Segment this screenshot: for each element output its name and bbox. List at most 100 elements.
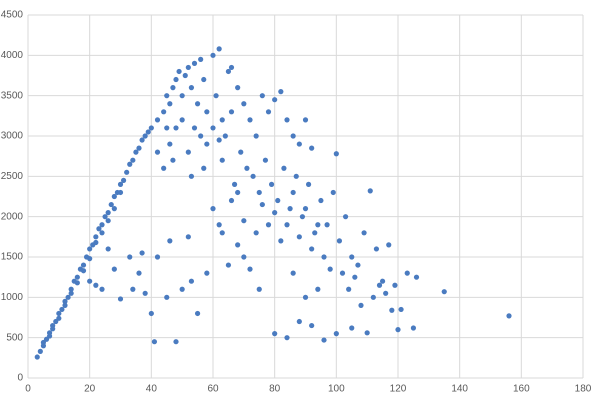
point [108,201,114,208]
point [185,234,191,240]
point [87,246,93,252]
point [161,165,167,171]
point [161,109,167,115]
point [216,222,222,228]
point [309,322,315,329]
point [386,242,392,248]
point [506,313,512,319]
x-tick-label: 20 [84,384,96,395]
point [194,101,201,107]
point [80,262,87,268]
point [59,306,65,313]
point [105,210,111,216]
point [404,270,410,276]
point [74,280,80,286]
point [120,177,127,183]
point [321,254,327,260]
point [352,274,358,280]
point [389,307,395,313]
point [284,335,290,341]
point [441,289,447,295]
point [53,318,59,325]
point [80,268,87,274]
point [167,141,173,147]
point [241,254,247,260]
point [398,306,404,313]
point [204,109,210,115]
point [278,238,284,244]
point [302,294,309,300]
point [151,339,158,345]
y-tick-label: 1000 [1,292,24,303]
point [296,141,302,147]
point [315,286,321,292]
point [222,133,228,139]
point [68,286,74,292]
point [179,117,185,123]
point [305,181,312,187]
y-tick-label: 2000 [1,211,24,222]
point [235,189,241,196]
point [228,109,235,115]
y-tick-label: 1500 [1,252,24,263]
point [296,234,302,240]
point [201,165,207,171]
point [62,298,68,304]
point [235,242,241,248]
point [272,97,278,103]
point [191,60,198,66]
point [315,222,321,228]
point [349,254,355,260]
point [333,151,339,157]
point [105,218,111,224]
point [111,193,117,200]
point [265,222,272,228]
point [65,294,71,300]
point [216,137,222,143]
point [102,214,108,220]
point [235,85,241,91]
y-tick-label: 2500 [1,171,24,182]
point [176,68,182,75]
point [327,266,333,272]
point [272,331,278,337]
point [275,197,281,204]
point [185,64,191,71]
x-tick-label: 0 [25,384,31,395]
point [228,64,235,71]
x-tick-label: 160 [513,384,530,395]
point [93,234,99,240]
point [370,294,376,300]
point [133,149,139,155]
point [413,274,420,280]
point [324,222,330,228]
x-tick-label: 100 [328,384,345,395]
point [318,197,324,204]
point [117,189,124,196]
point [241,101,247,107]
y-tick-label: 3500 [1,90,24,101]
point [253,230,259,236]
x-tick-label: 120 [390,384,407,395]
point [231,181,238,187]
point [262,157,269,163]
point [124,169,130,175]
point [179,286,185,292]
point [188,173,195,179]
point [339,270,346,276]
point [321,337,327,343]
point [56,315,62,321]
point [361,230,367,236]
point [148,310,154,317]
point [290,133,296,139]
point [210,125,216,131]
point [312,230,318,236]
point [198,56,204,62]
point [330,189,336,196]
point [111,266,117,272]
point [74,274,80,280]
y-tick-label: 3000 [1,131,24,142]
point [355,262,361,268]
point [265,109,272,115]
